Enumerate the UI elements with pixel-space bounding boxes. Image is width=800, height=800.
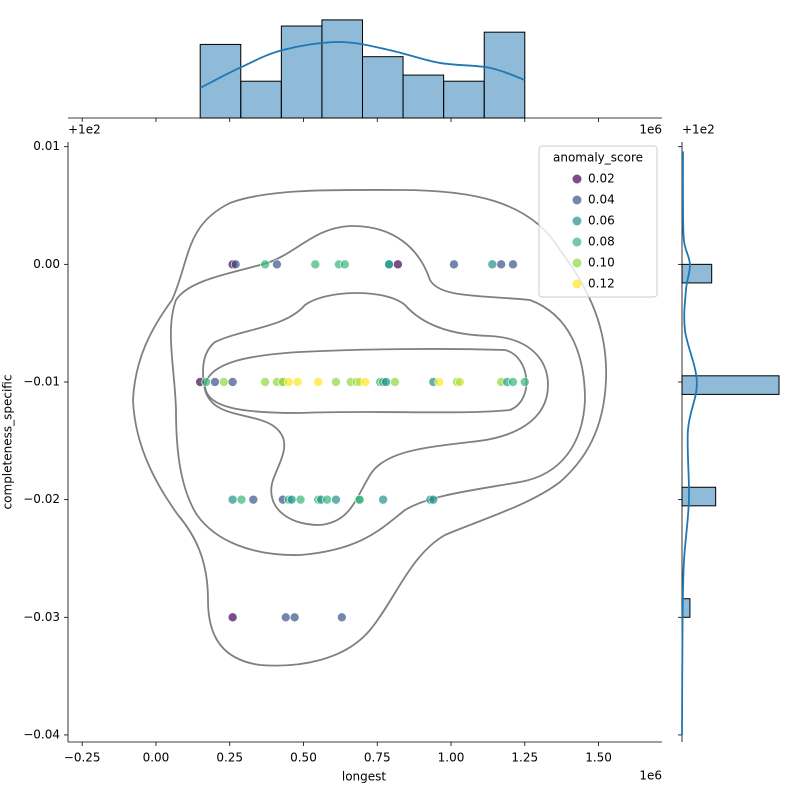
- point: [428, 494, 439, 505]
- point: [289, 612, 300, 623]
- point: [280, 612, 291, 623]
- point: [248, 494, 259, 505]
- x-tick-label: 1.00: [438, 751, 465, 765]
- point: [310, 259, 321, 270]
- legend-label: 0.10: [588, 256, 615, 270]
- point: [337, 612, 347, 623]
- point: [339, 259, 350, 270]
- top-hist-bar: [280, 25, 323, 119]
- y-tick-label: 0.00: [33, 257, 60, 271]
- point: [496, 259, 506, 270]
- point: [230, 259, 241, 270]
- right-hist-bar: [681, 486, 717, 507]
- y-tick-label: 0.01: [33, 139, 60, 153]
- top-x-offset: 1e6: [639, 123, 662, 137]
- point: [331, 494, 341, 505]
- legend-label: 0.06: [588, 214, 615, 228]
- legend-title: anomaly_score: [553, 151, 643, 165]
- top-hist-bar: [199, 43, 242, 119]
- contour-3: [202, 292, 549, 526]
- legend-label: 0.04: [588, 193, 615, 207]
- y-tick-label: −0.01: [23, 375, 60, 389]
- y-tick-label: −0.04: [23, 727, 60, 741]
- point: [390, 377, 400, 387]
- right-hist-bar: [681, 375, 780, 395]
- point: [378, 494, 388, 505]
- legend-label: 0.12: [588, 277, 615, 291]
- point: [381, 377, 391, 387]
- point: [283, 377, 294, 387]
- x-tick-label: 1.50: [585, 751, 612, 765]
- contour-outer: [132, 189, 607, 667]
- x-tick-label: 0.25: [216, 751, 243, 765]
- top-hist-bar: [402, 74, 445, 119]
- point: [384, 259, 394, 270]
- legend-label: 0.08: [588, 235, 615, 249]
- x-tick-label: 1.25: [511, 751, 538, 765]
- point: [322, 494, 332, 505]
- point: [227, 377, 238, 387]
- point: [227, 612, 238, 623]
- point: [286, 494, 297, 505]
- legend-marker: [572, 174, 582, 184]
- x-axis-label: longest: [342, 770, 387, 784]
- right-hist-bar: [681, 263, 713, 284]
- point: [295, 494, 306, 505]
- right-kde: [681, 151, 698, 735]
- point: [260, 377, 270, 387]
- point: [508, 377, 518, 387]
- top-hist-bar: [361, 56, 404, 119]
- points: [195, 259, 530, 623]
- top-hist-bar: [321, 19, 363, 119]
- point: [331, 377, 341, 387]
- x-tick-label: 0.75: [364, 751, 391, 765]
- legend-box: [538, 145, 658, 298]
- point: [393, 259, 403, 270]
- legend-marker: [572, 279, 582, 289]
- contour-2: [169, 225, 586, 556]
- legend: anomaly_score 0.02 0.04 0.06 0.08 0.10 0.12: [538, 145, 658, 298]
- point: [449, 259, 459, 270]
- point: [455, 377, 465, 387]
- point: [292, 377, 303, 387]
- kde-contours: [132, 189, 607, 667]
- y-tick-label: −0.03: [23, 610, 60, 624]
- point: [313, 377, 324, 387]
- point: [508, 259, 518, 270]
- point: [210, 377, 220, 387]
- point: [236, 494, 247, 505]
- point: [201, 377, 211, 387]
- top-kde: [199, 41, 526, 89]
- legend-marker: [572, 216, 582, 226]
- x-tick-label: 0.00: [143, 751, 170, 765]
- y-tick-label: −0.02: [23, 492, 60, 506]
- point: [272, 259, 282, 270]
- top-hist-bar: [483, 31, 526, 119]
- x-offset: 1e6: [639, 769, 662, 783]
- point: [227, 494, 238, 505]
- point: [360, 377, 371, 387]
- x-tick-label: 0.50: [290, 751, 317, 765]
- legend-marker: [572, 195, 582, 205]
- top-hist-bar: [240, 80, 282, 119]
- y-axis-label: completeness_specific: [1, 375, 15, 510]
- point: [434, 377, 445, 387]
- point: [219, 377, 229, 387]
- legend-marker: [572, 258, 582, 268]
- point: [260, 259, 270, 270]
- legend-label: 0.02: [588, 172, 615, 186]
- y-offset: +1e2: [68, 123, 101, 137]
- point: [487, 259, 498, 270]
- legend-marker: [572, 237, 582, 247]
- point: [519, 377, 530, 387]
- point: [354, 494, 365, 505]
- x-tick-label: −0.25: [64, 751, 101, 765]
- top-hist-bar: [443, 80, 485, 119]
- right-y-offset: +1e2: [682, 123, 715, 137]
